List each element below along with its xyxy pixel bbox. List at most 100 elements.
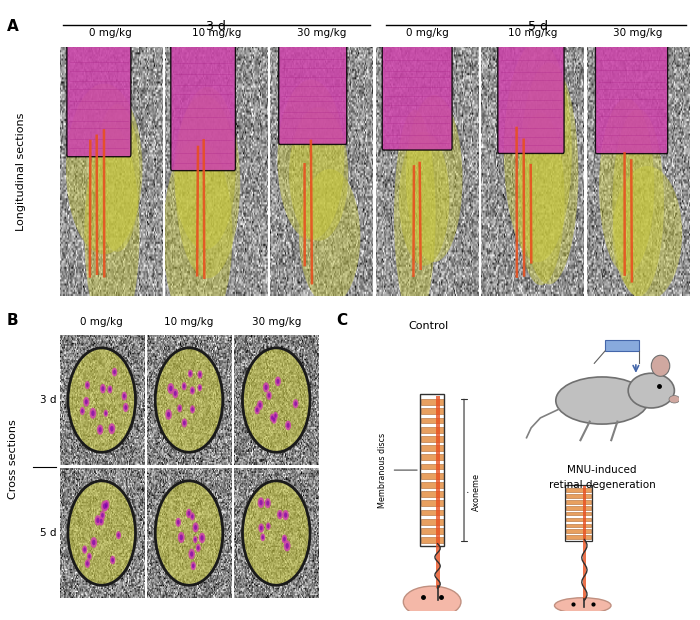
Text: B: B	[7, 313, 19, 328]
Ellipse shape	[263, 383, 270, 392]
Ellipse shape	[196, 544, 201, 552]
Ellipse shape	[113, 370, 116, 374]
Ellipse shape	[105, 411, 107, 415]
Text: 10 mg/kg: 10 mg/kg	[192, 28, 241, 38]
Ellipse shape	[102, 501, 108, 512]
Ellipse shape	[116, 531, 121, 539]
Ellipse shape	[517, 113, 565, 285]
Ellipse shape	[258, 523, 264, 533]
Ellipse shape	[284, 541, 290, 551]
Ellipse shape	[277, 510, 283, 519]
Text: retinal degeneration: retinal degeneration	[549, 480, 655, 490]
Ellipse shape	[394, 110, 435, 322]
FancyBboxPatch shape	[596, 44, 668, 154]
Text: 3 d: 3 d	[39, 395, 56, 405]
Ellipse shape	[191, 515, 194, 518]
Ellipse shape	[66, 84, 142, 254]
Text: 10 mg/kg: 10 mg/kg	[508, 28, 557, 38]
Ellipse shape	[266, 523, 271, 530]
Bar	[421, 500, 444, 506]
Text: 30 mg/kg: 30 mg/kg	[613, 28, 663, 38]
Text: 0 mg/kg: 0 mg/kg	[90, 28, 132, 38]
Ellipse shape	[108, 388, 111, 392]
Ellipse shape	[100, 519, 102, 523]
Ellipse shape	[100, 511, 105, 520]
Ellipse shape	[628, 373, 674, 408]
Ellipse shape	[275, 376, 281, 386]
Ellipse shape	[199, 386, 201, 389]
Ellipse shape	[193, 523, 199, 533]
Ellipse shape	[167, 383, 174, 394]
Ellipse shape	[262, 535, 264, 539]
Ellipse shape	[242, 348, 310, 452]
Ellipse shape	[285, 420, 291, 430]
Ellipse shape	[172, 389, 178, 398]
Ellipse shape	[257, 401, 263, 410]
Ellipse shape	[103, 503, 106, 509]
Bar	[421, 473, 444, 479]
Ellipse shape	[68, 348, 136, 452]
Text: 0 mg/kg: 0 mg/kg	[80, 317, 123, 327]
Ellipse shape	[122, 392, 127, 401]
Ellipse shape	[107, 386, 113, 394]
Ellipse shape	[85, 381, 90, 389]
Bar	[421, 538, 444, 543]
Ellipse shape	[155, 348, 223, 452]
Ellipse shape	[181, 382, 187, 390]
Bar	[420, 394, 444, 546]
Ellipse shape	[669, 396, 680, 403]
Ellipse shape	[99, 427, 101, 432]
Text: MNU-induced: MNU-induced	[567, 465, 637, 475]
Ellipse shape	[190, 513, 195, 520]
Ellipse shape	[188, 549, 195, 559]
Ellipse shape	[183, 384, 186, 388]
Ellipse shape	[91, 410, 94, 416]
Ellipse shape	[105, 505, 107, 508]
Ellipse shape	[258, 497, 265, 508]
Text: 30 mg/kg: 30 mg/kg	[297, 28, 346, 38]
Ellipse shape	[286, 543, 289, 549]
Ellipse shape	[86, 383, 89, 388]
Ellipse shape	[174, 391, 177, 396]
Ellipse shape	[277, 79, 344, 240]
Ellipse shape	[259, 500, 262, 505]
Ellipse shape	[82, 546, 88, 554]
Ellipse shape	[266, 391, 272, 400]
Ellipse shape	[299, 169, 360, 305]
Ellipse shape	[276, 379, 279, 384]
Ellipse shape	[267, 524, 270, 528]
Ellipse shape	[85, 126, 139, 340]
Ellipse shape	[123, 403, 129, 412]
Ellipse shape	[270, 414, 275, 422]
Ellipse shape	[178, 406, 181, 410]
Ellipse shape	[281, 534, 287, 544]
Text: 10 mg/kg: 10 mg/kg	[164, 317, 214, 327]
Bar	[421, 436, 444, 441]
FancyBboxPatch shape	[171, 44, 235, 170]
Ellipse shape	[83, 397, 90, 407]
Ellipse shape	[90, 408, 97, 419]
Ellipse shape	[191, 388, 194, 392]
FancyBboxPatch shape	[498, 44, 564, 154]
Ellipse shape	[293, 399, 298, 408]
Text: Control: Control	[409, 321, 449, 331]
Ellipse shape	[194, 538, 197, 541]
Ellipse shape	[104, 410, 108, 417]
Ellipse shape	[101, 513, 104, 518]
Bar	[421, 464, 444, 469]
Ellipse shape	[99, 516, 104, 526]
Ellipse shape	[110, 556, 116, 564]
Ellipse shape	[265, 498, 271, 508]
Ellipse shape	[100, 384, 106, 394]
Ellipse shape	[265, 384, 267, 390]
Ellipse shape	[176, 518, 181, 527]
Bar	[421, 427, 444, 433]
Ellipse shape	[165, 409, 172, 420]
Ellipse shape	[254, 405, 260, 414]
Bar	[421, 454, 444, 460]
Ellipse shape	[193, 536, 197, 543]
Ellipse shape	[190, 386, 195, 394]
Bar	[566, 529, 592, 533]
Text: 3 d: 3 d	[206, 20, 226, 33]
Ellipse shape	[181, 418, 187, 428]
